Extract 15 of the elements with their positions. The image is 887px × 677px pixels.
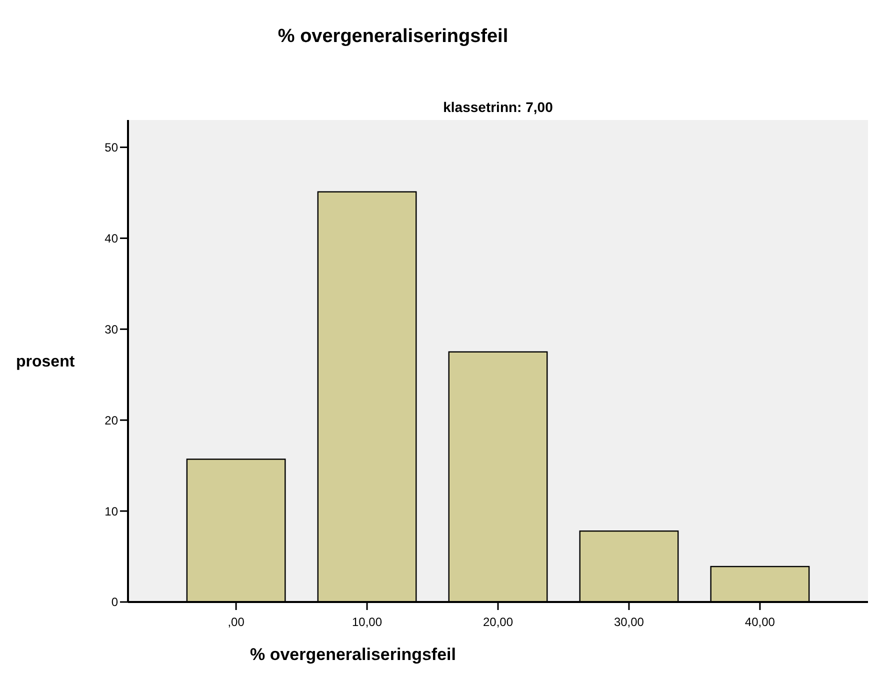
y-tick-label: 20 [104, 413, 118, 428]
y-tick-label: 40 [104, 231, 118, 246]
y-tick-label: 50 [104, 140, 118, 154]
y-tick-label: 10 [104, 504, 118, 518]
chart-subtitle: klassetrinn: 7,00 [443, 99, 554, 115]
y-axis-title: prosent [16, 354, 76, 371]
y-tick-label: 30 [104, 322, 118, 336]
x-tick-label: ,00 [228, 615, 245, 629]
x-tick-label: 30,00 [614, 615, 644, 629]
x-tick-label: 20,00 [482, 615, 514, 629]
x-tick-label: 10,00 [352, 615, 382, 629]
chart-title: % overgeneraliseringsfeil [278, 26, 508, 47]
x-tick-label: 40,00 [744, 615, 776, 629]
x-axis-title: % overgeneraliseringsfeil [250, 645, 456, 664]
y-tick-label: 0 [111, 595, 118, 610]
